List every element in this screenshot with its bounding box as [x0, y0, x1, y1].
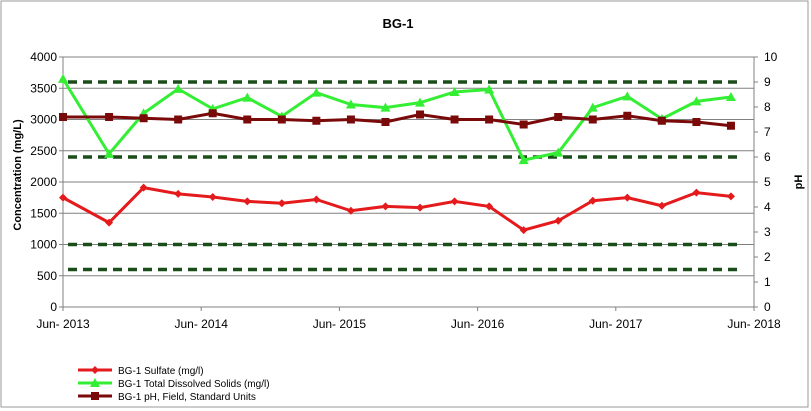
plot-area: 0 500 1000 1500 2000 2500 3000 3500 4000 0 1 2 3 4 5 6 7…	[30, 50, 781, 331]
data-point-ph	[416, 110, 425, 119]
y-tick-label: 500	[37, 269, 57, 283]
legend-label-tds: BG-1 Total Dissolved Solids (mg/l)	[118, 379, 270, 390]
data-point-tds	[380, 102, 391, 112]
data-point-tds	[242, 92, 253, 102]
y2-tick-label: 9	[764, 75, 771, 89]
y2-tick-label: 1	[764, 275, 771, 289]
y2-tick-label: 7	[764, 125, 771, 139]
data-point-tds	[104, 148, 115, 158]
x-tick-label: Jun- 2015	[313, 317, 367, 331]
data-point-sulfate	[588, 196, 597, 205]
data-point-sulfate	[657, 201, 666, 210]
data-point-ph	[588, 115, 597, 124]
data-point-ph	[450, 115, 459, 124]
x-tick-label: Jun- 2013	[36, 317, 90, 331]
data-point-ph	[174, 115, 183, 124]
data-point-sulfate	[174, 189, 183, 198]
data-point-tds	[484, 84, 495, 94]
series-line-sulfate	[62, 186, 732, 232]
data-point-sulfate	[312, 195, 321, 204]
data-point-ph	[485, 115, 494, 124]
data-point-ph	[277, 115, 286, 124]
y2-tick-label: 3	[764, 225, 771, 239]
data-point-tds	[518, 155, 529, 165]
data-point-tds	[345, 99, 356, 109]
y-tick-label: 2500	[30, 144, 57, 158]
data-point-ph	[381, 118, 390, 126]
y2-tick-label: 8	[764, 100, 771, 114]
data-point-sulfate	[623, 193, 632, 202]
data-point-sulfate	[519, 226, 528, 235]
data-point-ph	[243, 115, 252, 124]
data-point-ph	[726, 121, 735, 130]
chart-title: BG-1	[382, 16, 413, 31]
data-point-ph	[554, 113, 563, 121]
x-tick-label: Jun- 2018	[727, 317, 781, 331]
y-tick-label: 2000	[30, 175, 57, 189]
legend: BG-1 Sulfate (mg/l) BG-1 Total Dissolved …	[78, 366, 270, 403]
series-line-tds	[61, 78, 732, 162]
y2-axis-title: pH	[793, 175, 805, 190]
data-point-ph	[657, 116, 666, 125]
y2-tick-label: 5	[764, 175, 771, 189]
y2-tick-label: 4	[764, 200, 771, 214]
data-point-ph	[623, 111, 632, 120]
data-point-sulfate	[554, 216, 563, 225]
y-tick-label: 0	[50, 300, 57, 314]
data-point-sulfate	[485, 202, 494, 211]
y-tick-label: 1500	[30, 206, 57, 220]
x-tick-label: Jun- 2014	[175, 317, 229, 331]
y2-tick-label: 2	[764, 250, 771, 264]
data-point-sulfate	[59, 193, 67, 202]
data-point-tds	[553, 147, 564, 157]
data-point-ph	[105, 113, 114, 121]
x-tick-label: Jun- 2017	[589, 317, 643, 331]
y2-tick-label: 6	[764, 150, 771, 164]
data-point-sulfate	[381, 202, 390, 211]
data-point-ph	[59, 113, 67, 121]
data-point-tds	[58, 73, 68, 83]
data-point-ph	[346, 115, 355, 124]
data-point-sulfate	[277, 199, 286, 208]
y-tick-label: 4000	[30, 50, 57, 64]
data-point-sulfate	[416, 203, 425, 212]
y2-tick-label: 0	[764, 300, 771, 314]
data-point-sulfate	[243, 197, 252, 206]
data-point-tds	[622, 91, 633, 101]
y-tick-label: 1000	[30, 238, 57, 252]
data-point-ph	[692, 118, 701, 126]
data-point-sulfate	[450, 197, 459, 206]
data-point-tds	[449, 87, 460, 96]
x-tick-label: Jun- 2016	[451, 317, 505, 331]
legend-marker-sulfate	[91, 366, 99, 374]
data-point-sulfate	[726, 192, 735, 201]
data-point-ph	[519, 120, 528, 129]
data-point-tds	[691, 96, 702, 106]
data-point-tds	[415, 97, 426, 107]
legend-marker-ph	[91, 392, 99, 400]
data-point-tds	[725, 92, 736, 101]
data-point-sulfate	[105, 218, 114, 227]
data-point-tds	[311, 87, 322, 97]
data-point-tds	[587, 102, 598, 112]
data-point-sulfate	[346, 206, 355, 215]
series-line-ph	[63, 111, 732, 128]
y-tick-label: 3500	[30, 81, 57, 95]
y-axis-title: Concentration (mg/L)	[12, 119, 24, 231]
y2-tick-label: 10	[764, 50, 778, 64]
data-point-ph	[139, 114, 148, 123]
y-tick-label: 3000	[30, 113, 57, 127]
data-point-sulfate	[139, 183, 148, 192]
legend-label-ph: BG-1 pH, Field, Standard Units	[118, 392, 256, 403]
data-point-tds	[173, 83, 184, 93]
data-point-ph	[208, 109, 217, 118]
data-point-sulfate	[692, 188, 701, 197]
data-point-sulfate	[208, 193, 217, 201]
legend-label-sulfate: BG-1 Sulfate (mg/l)	[118, 366, 204, 377]
data-point-ph	[312, 116, 321, 125]
legend-marker-tds	[90, 378, 100, 387]
